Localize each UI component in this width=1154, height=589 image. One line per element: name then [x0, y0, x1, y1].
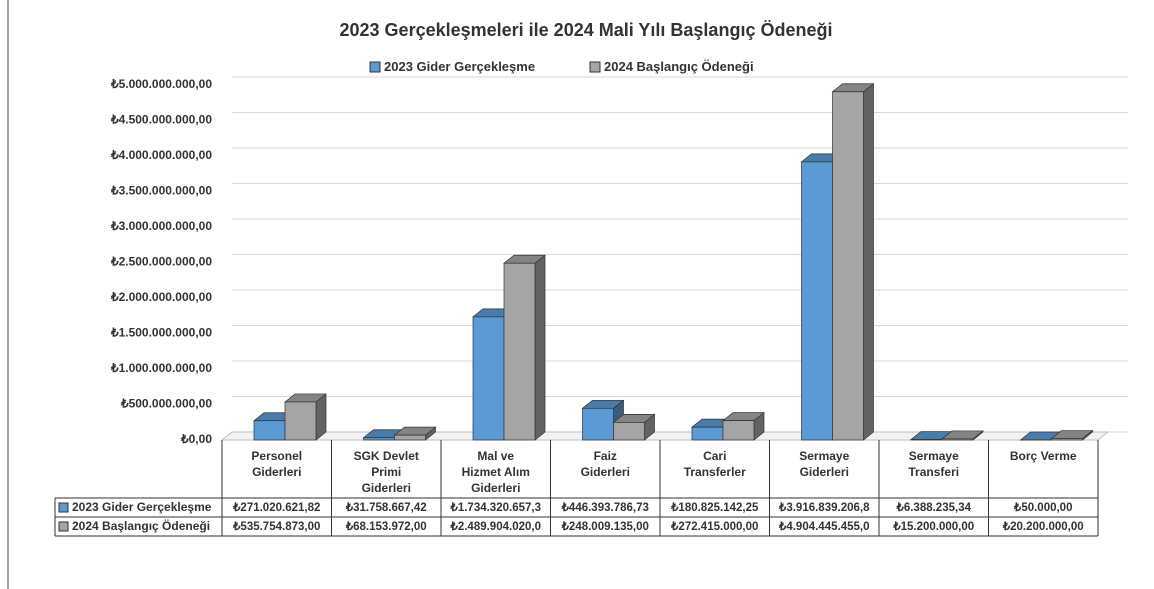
table-value: ₺248.009.135,00 — [561, 521, 649, 533]
y-tick-label: ₺500.000.000,00 — [120, 397, 212, 411]
y-tick-label: ₺4.000.000.000,00 — [110, 148, 212, 162]
y-tick-label: ₺1.000.000.000,00 — [110, 361, 212, 375]
legend-label: 2024 Başlangıç Ödeneği — [604, 59, 754, 74]
y-tick-label: ₺2.500.000.000,00 — [110, 255, 212, 269]
category-label: Faiz Giderleri — [580, 449, 630, 479]
legend-key — [58, 521, 69, 532]
category-label: SGK Devlet Primi Giderleri — [353, 449, 419, 495]
bar — [394, 434, 426, 441]
y-tick-label: ₺0,00 — [180, 432, 212, 446]
y-tick-label: ₺2.000.000.000,00 — [110, 290, 212, 304]
bar — [472, 316, 505, 441]
bar — [582, 407, 614, 441]
table-value: ₺180.825.142,25 — [671, 502, 759, 514]
table-value: ₺1.734.320.657,3 — [450, 502, 541, 514]
bar — [941, 438, 974, 441]
table-value: ₺6.388.235,34 — [896, 502, 971, 514]
bar — [253, 420, 286, 441]
category-label: Mal ve Hizmet Alım Giderleri — [461, 449, 530, 495]
chart-title: 2023 Gerçekleşmeleri ile 2024 Mali Yılı … — [340, 20, 833, 40]
table-value: ₺3.916.839.206,8 — [779, 502, 870, 514]
category-label: Cari Transferler — [683, 449, 746, 479]
category-label: Sermaye Giderleri — [799, 449, 850, 479]
table-value: ₺272.415.000,00 — [671, 521, 759, 533]
table-value: ₺68.153.972,00 — [345, 521, 427, 533]
category-label: Sermaye Transferi — [908, 449, 960, 479]
bar-side — [534, 254, 546, 441]
legend-label: 2023 Gider Gerçekleşme — [384, 59, 535, 74]
y-tick-label: ₺3.500.000.000,00 — [110, 184, 212, 198]
table-value: ₺50.000,00 — [1014, 502, 1073, 514]
y-tick-label: ₺5.000.000.000,00 — [110, 77, 212, 91]
legend-swatch — [369, 61, 381, 73]
bar — [503, 262, 536, 441]
bar — [1051, 438, 1083, 441]
category-label: Personel Giderleri — [251, 449, 303, 479]
category-label: Borç Verme — [1009, 449, 1077, 463]
table-value: ₺2.489.904.020,0 — [450, 521, 541, 533]
table-value: ₺31.758.667,42 — [345, 502, 427, 514]
legend-key — [58, 502, 69, 513]
bar — [722, 420, 755, 441]
table-series-label: 2023 Gider Gerçekleşme — [72, 500, 212, 514]
table-value: ₺4.904.445.455,0 — [779, 521, 870, 533]
bar-side — [863, 83, 874, 441]
table-series-label: 2024 Başlangıç Ödeneği — [72, 518, 210, 533]
bar — [613, 422, 645, 441]
y-tick-label: ₺1.500.000.000,00 — [110, 326, 212, 340]
table-value: ₺15.200.000,00 — [893, 521, 975, 533]
y-tick-label: ₺4.500.000.000,00 — [110, 113, 212, 127]
bar — [691, 426, 724, 441]
bar — [801, 161, 833, 441]
legend-swatch — [589, 61, 601, 73]
table-value: ₺535.754.873,00 — [233, 521, 321, 533]
table-value: ₺20.200.000,00 — [1002, 521, 1084, 533]
bar — [363, 437, 395, 441]
bar — [832, 91, 864, 441]
table-value: ₺271.020.621,82 — [233, 502, 321, 514]
bar — [284, 401, 317, 441]
y-tick-label: ₺3.000.000.000,00 — [110, 219, 212, 233]
table-value: ₺446.393.786,73 — [561, 502, 649, 514]
